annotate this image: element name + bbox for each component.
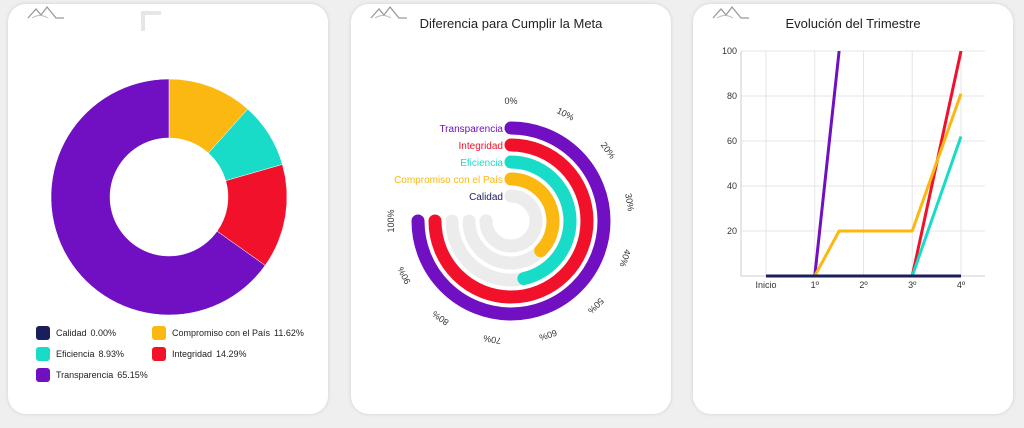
angle-tick-label: 60% — [538, 328, 558, 343]
legend-item: Compromiso con el País 11.62% — [152, 326, 304, 340]
angle-tick-label: 80% — [430, 309, 450, 328]
legend-value: 11.62% — [274, 328, 304, 338]
y-tick-label: 80 — [727, 91, 737, 101]
y-tick-label: 40 — [727, 181, 737, 191]
donut-chart — [50, 78, 288, 316]
legend-item: Transparencia 65.15% — [36, 368, 148, 382]
legend-value: 0.00% — [90, 328, 117, 338]
series-line — [766, 51, 841, 278]
legend-item: Eficiencia 8.93% — [36, 347, 124, 361]
angle-tick-label: 20% — [599, 140, 618, 160]
x-tick-label: 4º — [957, 280, 966, 290]
chart-title: Diferencia para Cumplir la Meta — [419, 16, 603, 31]
radial-card: Diferencia para Cumplir la Meta Transpar… — [351, 4, 671, 414]
radial-series-label: Calidad — [469, 192, 503, 203]
radial-bar — [411, 121, 611, 321]
legend-value: 8.93% — [98, 349, 125, 359]
legend-label: Integridad — [172, 349, 213, 359]
legend-swatch — [36, 326, 50, 340]
mountain-logo-icon — [712, 5, 749, 19]
legend-label: Compromiso con el País — [172, 328, 271, 338]
line-chart: 20 40 60 80 100 Inicio 1º 2º 3º 4º — [722, 46, 985, 290]
angle-tick-label: 50% — [586, 296, 606, 316]
radial-series-label: Transparencia — [439, 124, 503, 135]
legend-value: 65.15% — [117, 370, 148, 380]
legend-swatch — [152, 326, 166, 340]
x-tick-label: 1º — [811, 280, 820, 290]
radial-series-label: Eficiencia — [460, 158, 503, 169]
corner-bracket-icon — [141, 11, 161, 31]
legend-item: Integridad 14.29% — [152, 347, 247, 361]
donut-slice — [50, 78, 266, 316]
x-tick-label: Inicio — [755, 280, 776, 290]
angle-tick-label: 90% — [396, 265, 413, 286]
legend-swatch — [36, 347, 50, 361]
radial-series-label: Compromiso con el País — [394, 175, 503, 186]
angle-tick-label: 0% — [504, 96, 517, 106]
legend-label: Transparencia — [56, 370, 114, 380]
line-card: Evolución del Trimestre 20 40 60 80 100 Inici… — [693, 4, 1013, 414]
donut-card: Calidad 0.00% Compromiso con el País 11.62%… — [8, 4, 328, 414]
radial-bar — [504, 155, 577, 286]
chart-title: Evolución del Trimestre — [785, 16, 921, 31]
legend-label: Calidad — [56, 328, 87, 338]
legend-label: Eficiencia — [56, 349, 95, 359]
y-tick-label: 100 — [722, 46, 737, 56]
legend-swatch — [36, 368, 50, 382]
mountain-logo-icon — [370, 5, 407, 19]
angle-tick-label: 100% — [386, 209, 396, 232]
radial-track — [479, 189, 543, 253]
legend-swatch — [152, 347, 166, 361]
angle-tick-label: 40% — [618, 248, 633, 268]
angle-tick-label: 10% — [555, 106, 576, 123]
legend-value: 14.29% — [216, 349, 247, 359]
radial-bar — [428, 138, 594, 304]
angle-tick-label: 70% — [483, 333, 502, 346]
x-tick-label: 2º — [859, 280, 868, 290]
radial-bar — [504, 172, 560, 258]
y-tick-label: 60 — [727, 136, 737, 146]
radial-bar-chart: Transparencia Integridad Eficiencia Comprom… — [386, 96, 636, 346]
radial-series-label: Integridad — [459, 141, 503, 152]
angle-tick-label: 30% — [623, 193, 636, 212]
x-tick-label: 3º — [908, 280, 917, 290]
legend-item: Calidad 0.00% — [36, 326, 116, 340]
y-tick-label: 20 — [727, 226, 737, 236]
mountain-logo-icon — [27, 5, 64, 19]
